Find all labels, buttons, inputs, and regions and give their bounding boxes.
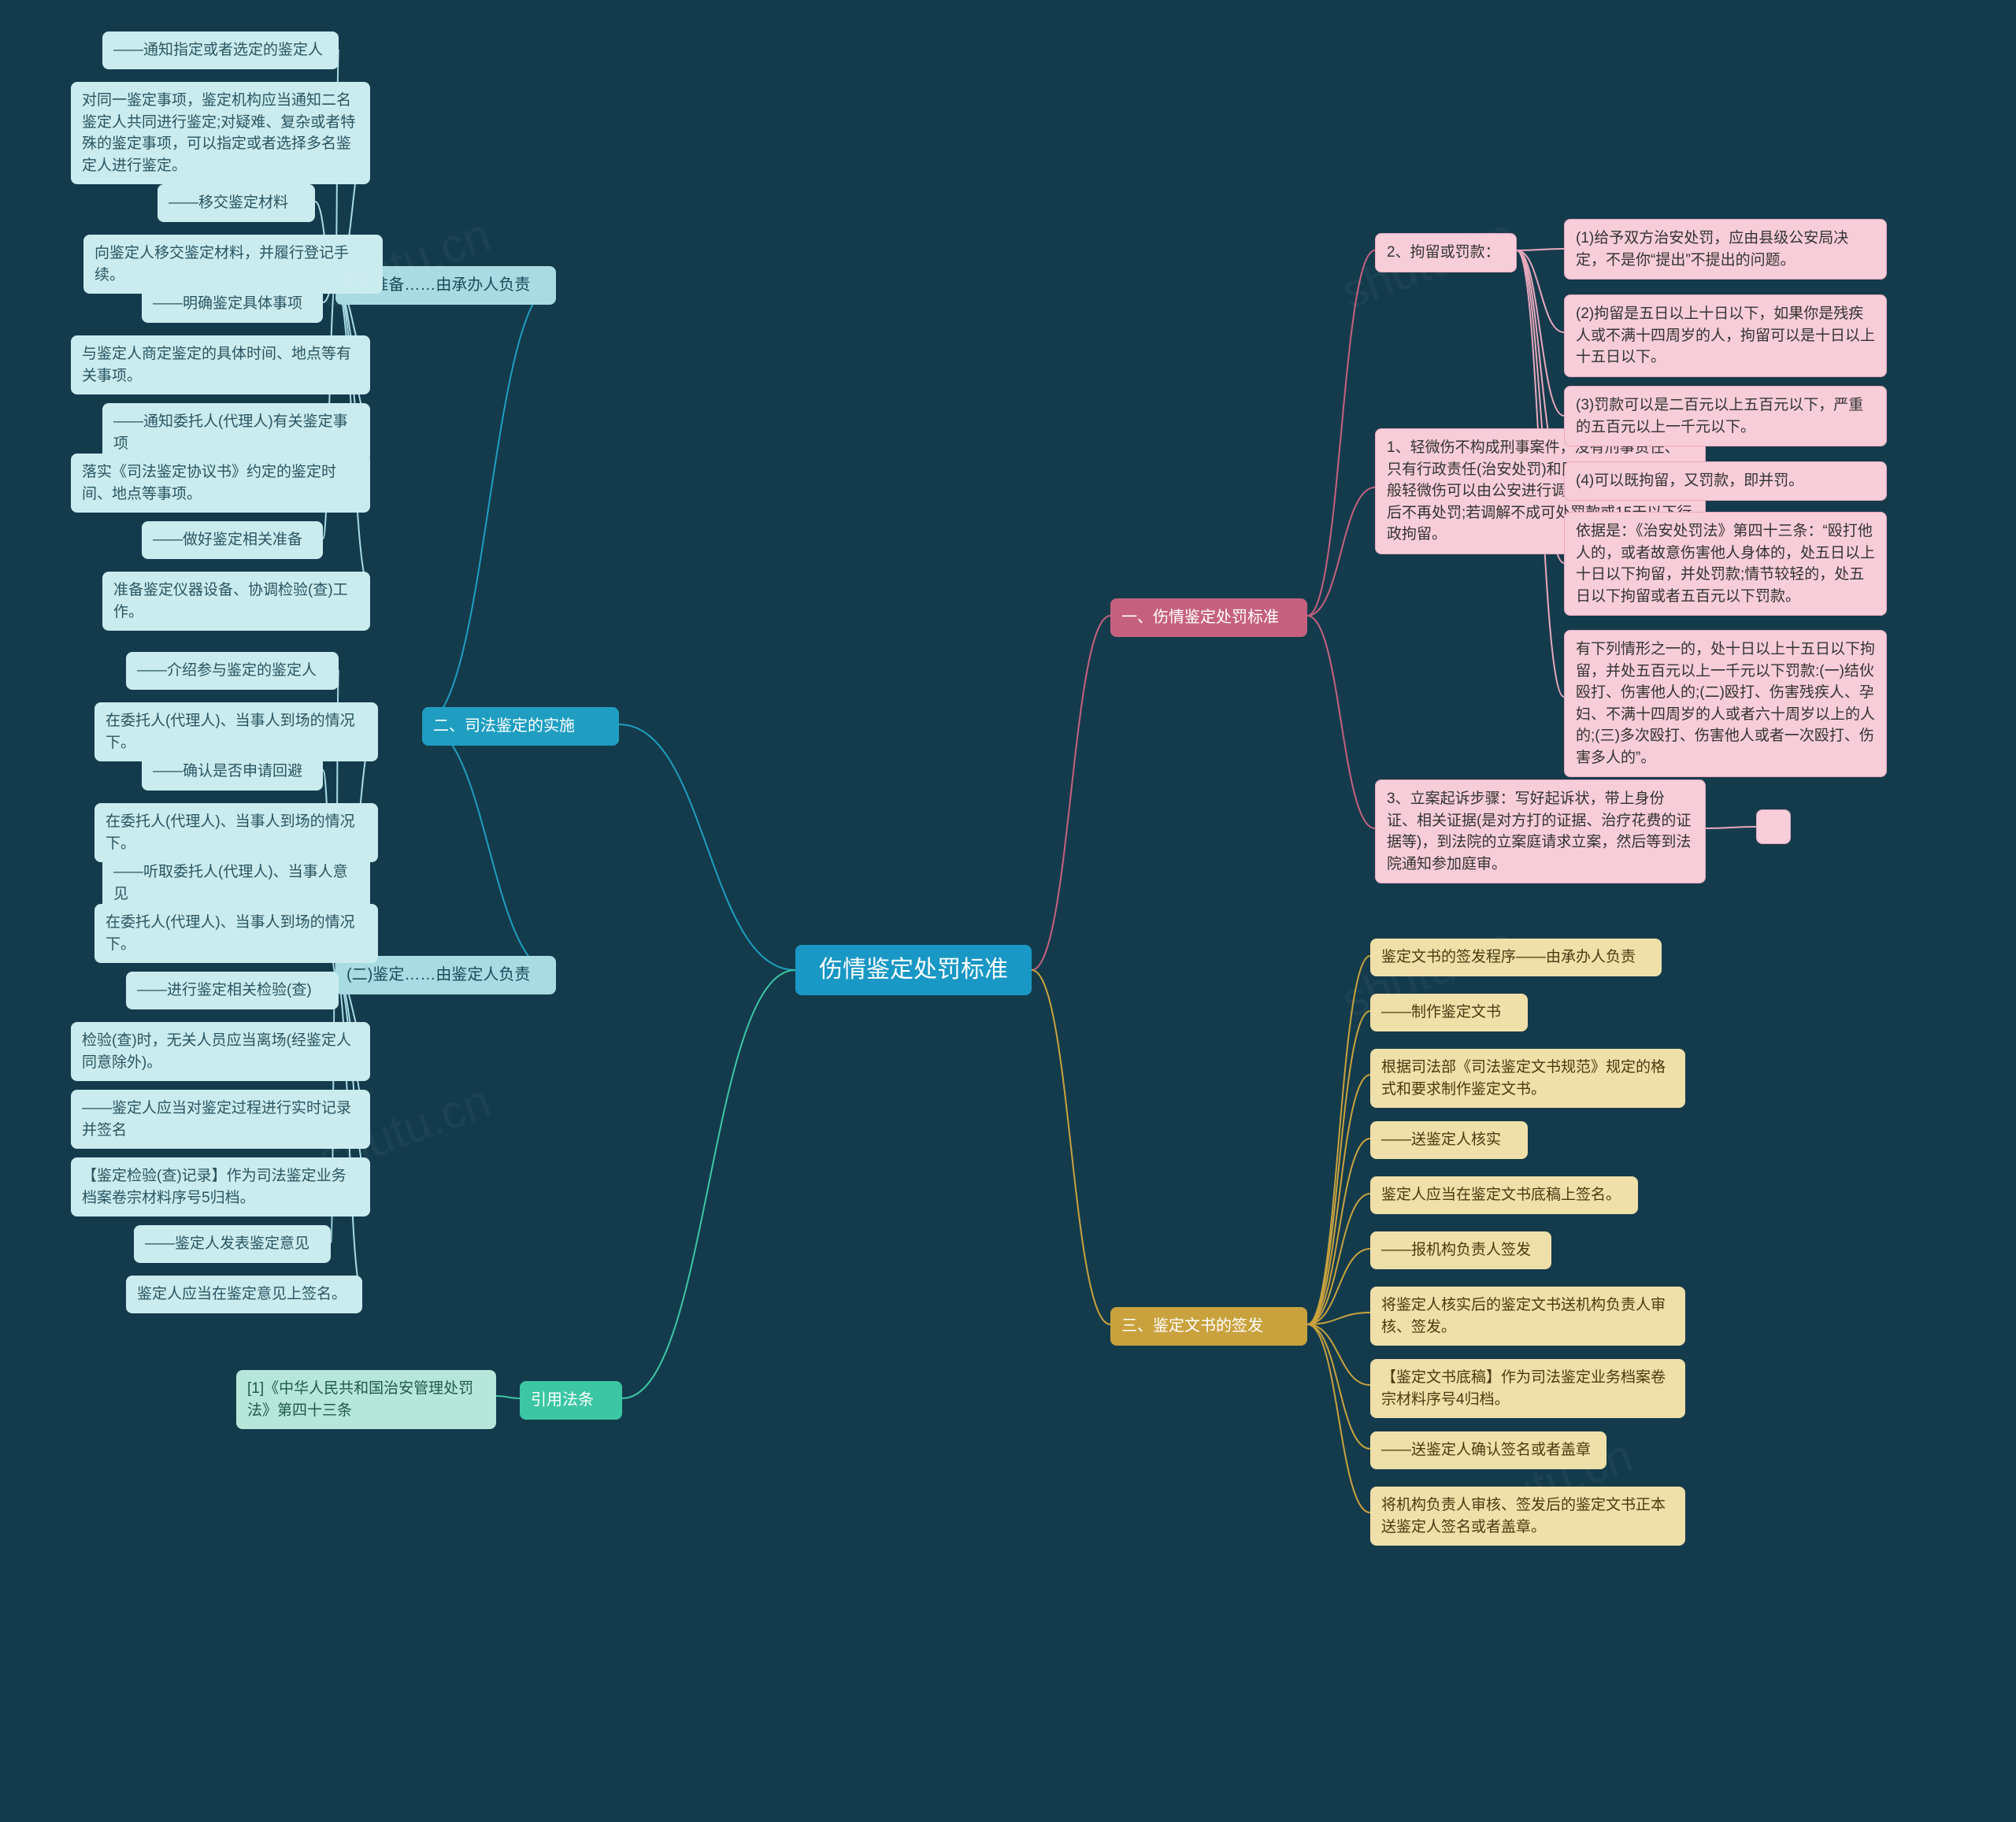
mindmap-node: ——移交鉴定材料 [158, 184, 315, 222]
mindmap-node: ——送鉴定人确认签名或者盖章 [1370, 1431, 1606, 1469]
mindmap-node: 检验(查)时，无关人员应当离场(经鉴定人同意除外)。 [71, 1022, 370, 1081]
mindmap-node: ——报机构负责人签发 [1370, 1231, 1551, 1269]
mindmap-node: 【鉴定文书底稿】作为司法鉴定业务档案卷宗材料序号4归档。 [1370, 1359, 1685, 1418]
mindmap-node [1756, 809, 1791, 844]
mindmap-node: 有下列情形之一的，处十日以上十五日以下拘留，并处五百元以上一千元以下罚款:(一)… [1564, 630, 1887, 777]
mindmap-node: 在委托人(代理人)、当事人到场的情况下。 [94, 904, 378, 963]
mindmap-node: (2)拘留是五日以上十日以下，如果你是残疾人或不满十四周岁的人，拘留可以是十日以… [1564, 294, 1887, 377]
mindmap-node: ——做好鉴定相关准备 [142, 521, 323, 559]
mindmap-node: 对同一鉴定事项，鉴定机构应当通知二名鉴定人共同进行鉴定;对疑难、复杂或者特殊的鉴… [71, 82, 370, 184]
mindmap-node: 【鉴定检验(查)记录】作为司法鉴定业务档案卷宗材料序号5归档。 [71, 1157, 370, 1217]
mindmap-node: 根据司法部《司法鉴定文书规范》规定的格式和要求制作鉴定文书。 [1370, 1049, 1685, 1108]
mindmap-node: ——介绍参与鉴定的鉴定人 [126, 652, 339, 690]
mindmap-node: 鉴定人应当在鉴定文书底稿上签名。 [1370, 1176, 1638, 1214]
mindmap-node: ——鉴定人发表鉴定意见 [134, 1225, 331, 1263]
mindmap-node: 准备鉴定仪器设备、协调检验(查)工作。 [102, 572, 370, 631]
mindmap-node: ——制作鉴定文书 [1370, 994, 1528, 1031]
mindmap-node: 二、司法鉴定的实施 [422, 707, 619, 746]
mindmap-node: ——通知指定或者选定的鉴定人 [102, 31, 339, 69]
mindmap-node: (4)可以既拘留，又罚款，即并罚。 [1564, 461, 1887, 501]
mindmap-node: ——进行鉴定相关检验(查) [126, 972, 339, 1009]
mindmap-node: 三、鉴定文书的签发 [1110, 1307, 1307, 1346]
mindmap-node: ——鉴定人应当对鉴定过程进行实时记录并签名 [71, 1090, 370, 1149]
mindmap-node: 落实《司法鉴定协议书》约定的鉴定时间、地点等事项。 [71, 454, 370, 513]
mindmap-node: (3)罚款可以是二百元以上五百元以下，严重的五百元以上一千元以下。 [1564, 386, 1887, 446]
root-node: 伤情鉴定处罚标准 [795, 945, 1032, 995]
mindmap-node: 依据是：《治安处罚法》第四十三条：“殴打他人的，或者故意伤害他人身体的，处五日以… [1564, 512, 1887, 616]
mindmap-node: ——明确鉴定具体事项 [142, 285, 323, 323]
mindmap-node: 鉴定文书的签发程序——由承办人负责 [1370, 939, 1662, 976]
mindmap-node: 鉴定人应当在鉴定意见上签名。 [126, 1276, 362, 1313]
mindmap-node: 将机构负责人审核、签发后的鉴定文书正本送鉴定人签名或者盖章。 [1370, 1487, 1685, 1546]
mindmap-node: ——送鉴定人核实 [1370, 1121, 1528, 1159]
mindmap-node: 2、拘留或罚款： [1375, 233, 1517, 272]
mindmap-node: 引用法条 [520, 1381, 622, 1420]
mindmap-node: (1)给予双方治安处罚，应由县级公安局决定，不是你“提出”不提出的问题。 [1564, 219, 1887, 280]
mindmap-node: 3、立案起诉步骤：写好起诉状，带上身份证、相关证据(是对方打的证据、治疗花费的证… [1375, 780, 1706, 883]
mindmap-node: [1]《中华人民共和国治安管理处罚法》第四十三条 [236, 1370, 496, 1429]
mindmap-node: 将鉴定人核实后的鉴定文书送机构负责人审核、签发。 [1370, 1287, 1685, 1346]
mindmap-node: 一、伤情鉴定处罚标准 [1110, 598, 1307, 637]
mindmap-node: ——确认是否申请回避 [142, 753, 323, 791]
mindmap-node: 与鉴定人商定鉴定的具体时间、地点等有关事项。 [71, 335, 370, 394]
